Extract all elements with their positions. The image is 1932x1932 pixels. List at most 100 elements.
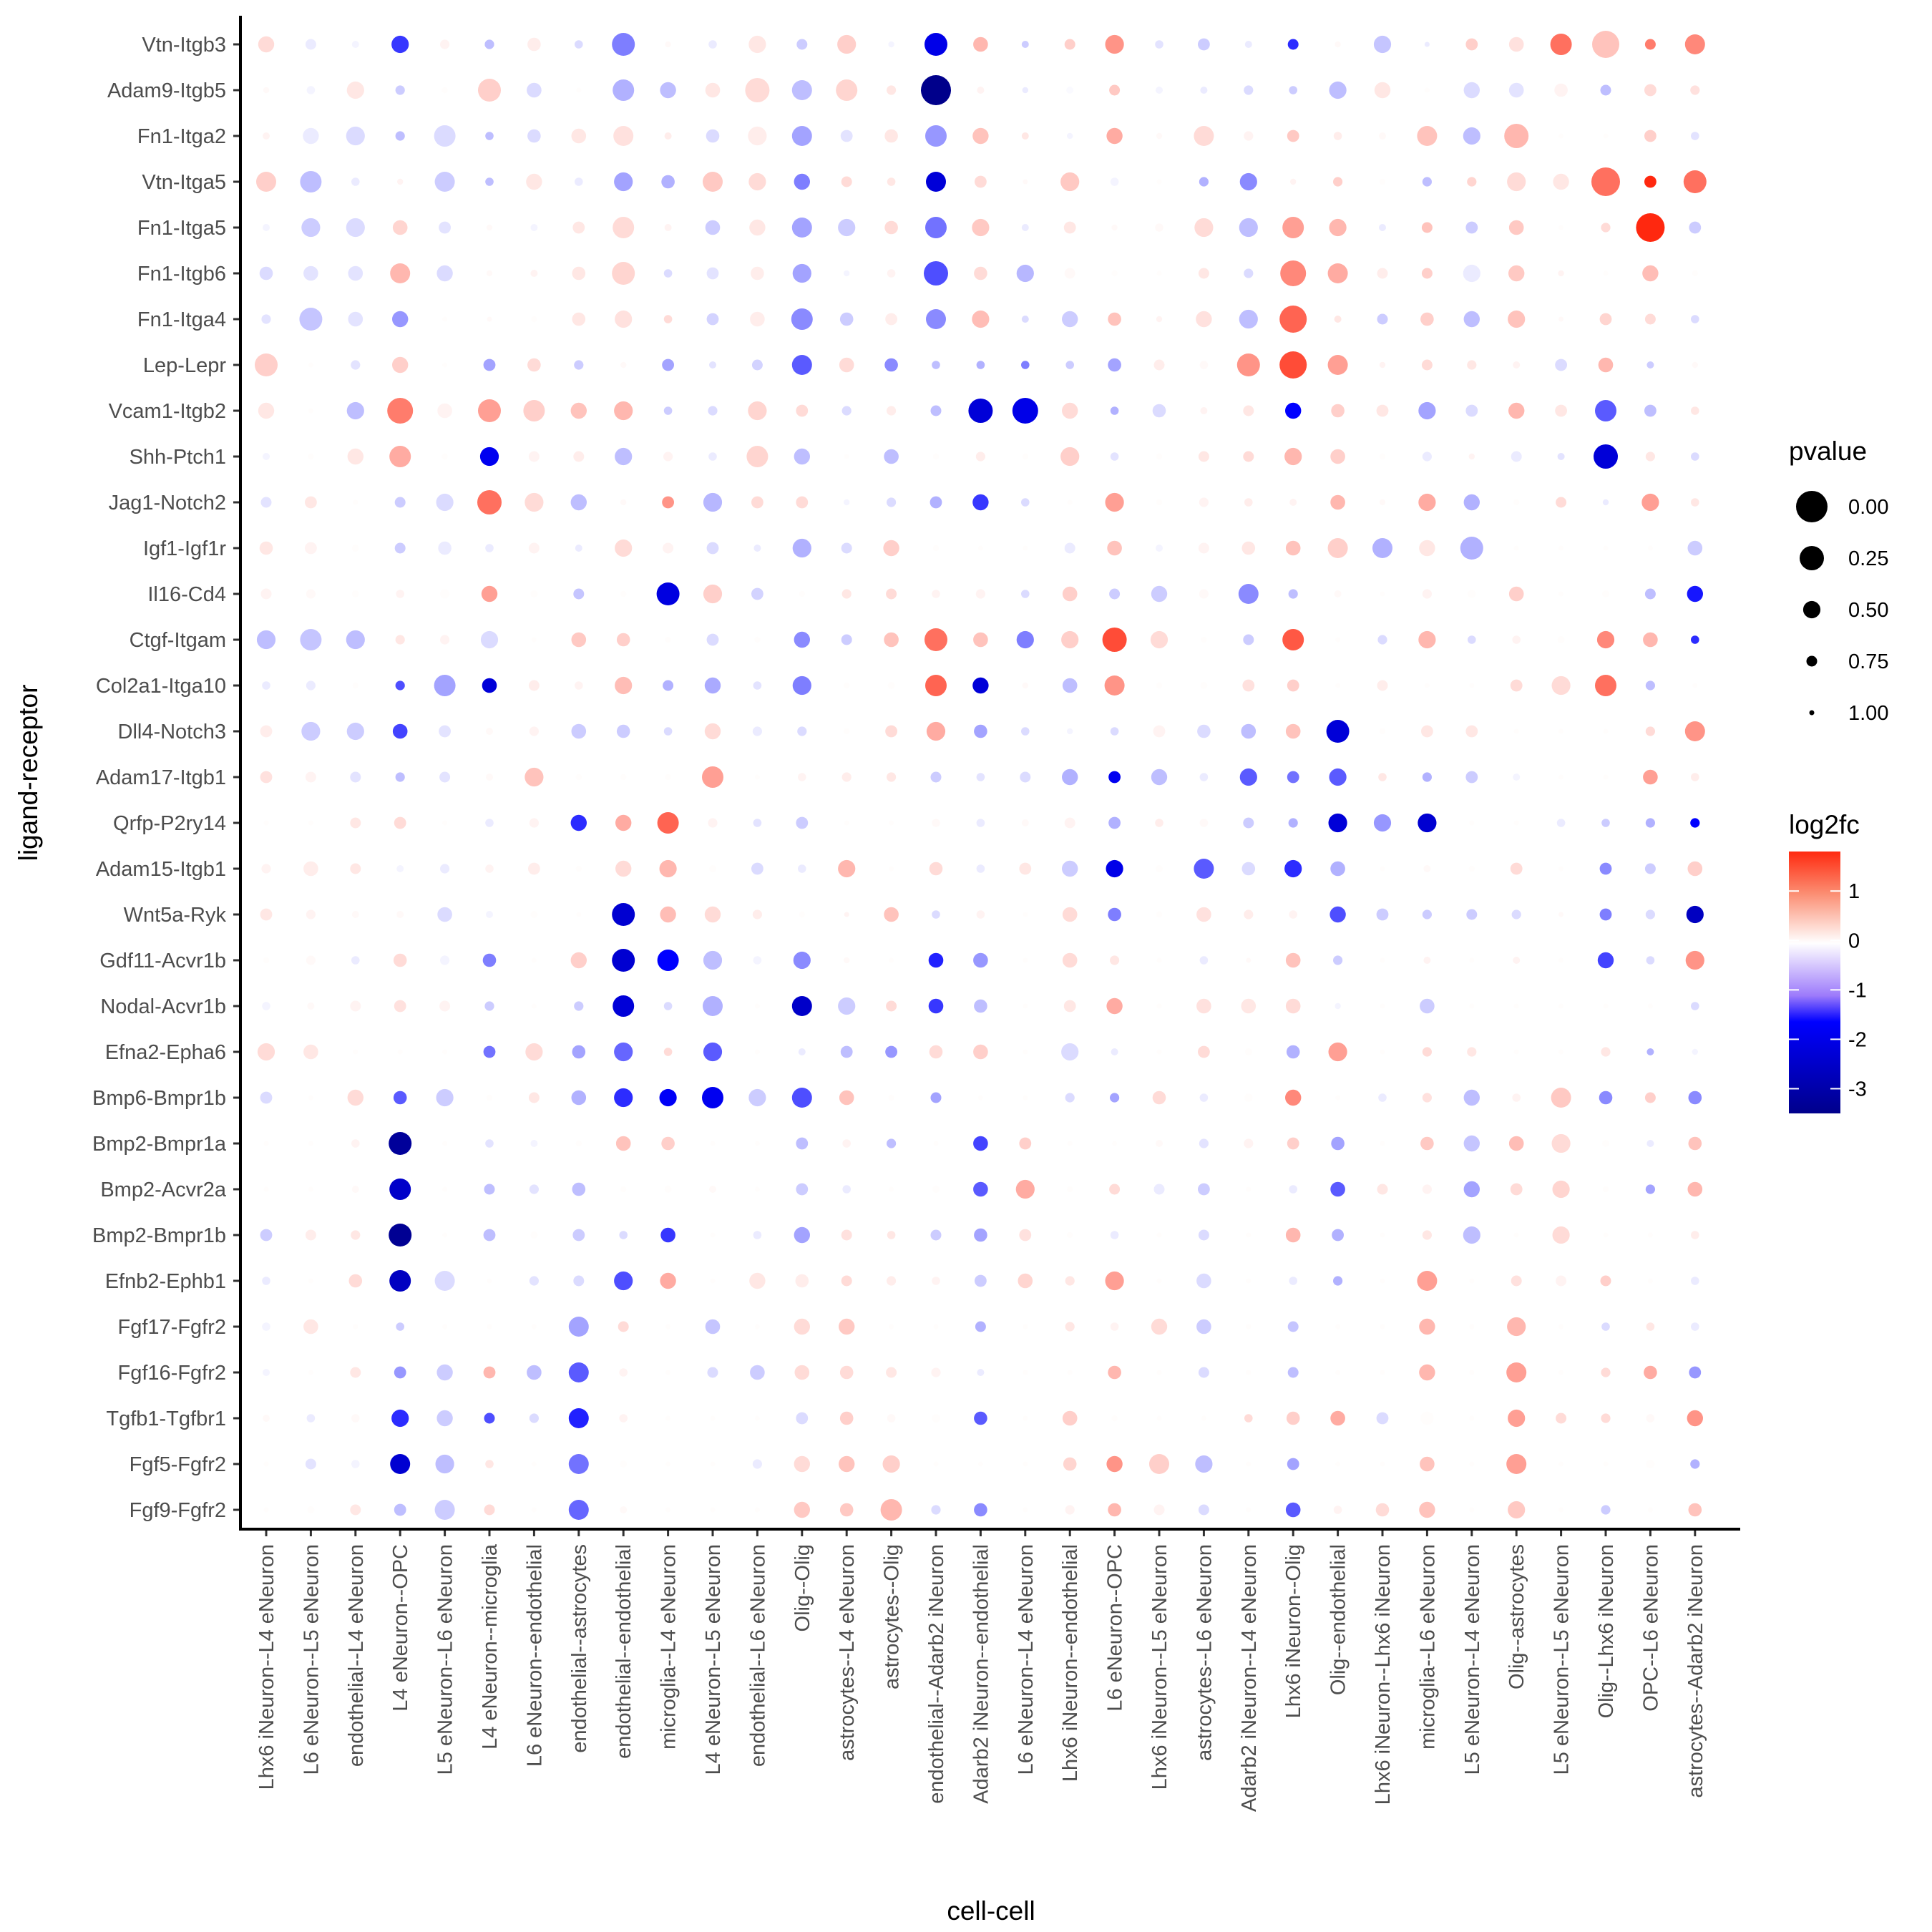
dot-Il16-Cd4--L5 eNeuron--L4 eNeuron bbox=[1468, 590, 1476, 598]
dot-Ctgf-Itgam--L6 eNeuron--endothelial bbox=[531, 637, 537, 643]
dot-Fn1-Itga2--Olig--astrocytes bbox=[1504, 124, 1529, 148]
dot-Efnb2-Ephb1--OPC--L6 eNeuron bbox=[1647, 1278, 1653, 1284]
dot-Efna2-Epha6--astrocytes--L6 eNeuron bbox=[1198, 1045, 1210, 1058]
dot-Efnb2-Ephb1--L6 eNeuron--L4 eNeuron bbox=[1018, 1273, 1033, 1289]
dot-Jag1-Notch2--astrocytes--Olig bbox=[887, 497, 897, 507]
dot-Fn1-Itga2--Lhx6 iNeuron--Lhx6 iNeuron bbox=[1379, 132, 1386, 140]
dot-Il16-Cd4--L6 eNeuron--endothelial bbox=[530, 590, 538, 597]
dot-Fgf17-Fgfr2--endothelial--endothelial bbox=[618, 1321, 629, 1332]
dot-Fgf16-Fgfr2--endothelial--L4 eNeuron bbox=[350, 1367, 361, 1378]
dot-Adam17-Itgb1--endothelial--astrocytes bbox=[575, 774, 582, 781]
dot-Vtn-Itga5--L6 eNeuron--L4 eNeuron bbox=[1023, 179, 1028, 185]
dot-Fgf9-Fgfr2--L5 eNeuron--L5 eNeuron bbox=[1558, 1507, 1564, 1513]
x-tick-label: Adarb2 iNeuron--endothelial bbox=[970, 1544, 992, 1804]
dot-Lep-Lepr--endothelial--L4 eNeuron bbox=[351, 360, 361, 370]
dot-Vtn-Itgb3--endothelial--L4 eNeuron bbox=[351, 41, 359, 48]
dot-Fn1-Itga2--L4 eNeuron--OPC bbox=[395, 131, 405, 141]
dot-Fn1-Itga4--L4 eNeuron--L5 eNeuron bbox=[706, 313, 719, 326]
colorbar-label: -3 bbox=[1848, 1078, 1867, 1101]
dot-Lep-Lepr--Lhx6 iNeuron--Olig bbox=[1279, 351, 1307, 379]
dot-Shh-Ptch1--L6 eNeuron--L4 eNeuron bbox=[1022, 453, 1029, 460]
dot-Fn1-Itga5--microglia--L6 eNeuron bbox=[1421, 222, 1433, 233]
dot-Vcam1-Itgb2--L5 eNeuron--L5 eNeuron bbox=[1555, 404, 1568, 417]
dot-Bmp2-Bmpr1a--endothelial--astrocytes bbox=[575, 1140, 582, 1147]
dot-Bmp6-Bmpr1b--astrocytes--L6 eNeuron bbox=[1199, 1093, 1209, 1102]
y-axis-ticks: Vtn-Itgb3 Adam9-Itgb5 Fn1-Itga2 Vtn-Itga5 Fn… bbox=[92, 34, 240, 1522]
dot-Ctgf-Itgam--L5 eNeuron--L4 eNeuron bbox=[1468, 635, 1476, 644]
dot-Vcam1-Itgb2--endothelial--endothelial bbox=[614, 401, 633, 421]
dot-Jag1-Notch2--endothelial--Adarb2 iNeuron bbox=[930, 496, 942, 509]
dot-Wnt5a-Ryk--L5 eNeuron--L5 eNeuron bbox=[1558, 912, 1564, 917]
x-tick-label: endothelial--astrocytes bbox=[568, 1544, 591, 1753]
dot-Adam15-Itgb1--Adarb2 iNeuron--endothelial bbox=[976, 864, 985, 873]
dot-Bmp2-Bmpr1a--Lhx6 iNeuron--endothelial bbox=[1067, 1141, 1073, 1146]
pvalue-legend-dot bbox=[1802, 600, 1821, 619]
dot-Fgf5-Fgfr2--L5 eNeuron--L5 eNeuron bbox=[1558, 1461, 1564, 1467]
dot-Fn1-Itga2--microglia--L4 eNeuron bbox=[664, 132, 672, 140]
dot-Bmp2-Acvr2a--Lhx6 iNeuron--L4 eNeuron bbox=[263, 1186, 269, 1192]
dot-Fgf16-Fgfr2--Olig--endothelial bbox=[1335, 1370, 1341, 1375]
dot-Vtn-Itgb3--Lhx6 iNeuron--endothelial bbox=[1064, 39, 1075, 50]
dot-Il16-Cd4--endothelial--Adarb2 iNeuron bbox=[932, 590, 940, 598]
dot-Efnb2-Ephb1--endothelial--L6 eNeuron bbox=[749, 1272, 766, 1289]
dot-Vtn-Itgb3--Olig--endothelial bbox=[1335, 41, 1341, 48]
dot-Bmp2-Bmpr1b--L6 eNeuron--L5 eNeuron bbox=[305, 1229, 316, 1241]
dot-Fgf17-Fgfr2--Olig--Olig bbox=[794, 1318, 811, 1335]
dot-Fgf9-Fgfr2--Adarb2 iNeuron--endothelial bbox=[974, 1503, 987, 1517]
dot-Vcam1-Itgb2--OPC--L6 eNeuron bbox=[1644, 404, 1657, 417]
dot-Igf1-Igf1r--endothelial--L6 eNeuron bbox=[753, 545, 761, 552]
dot-Il16-Cd4--OPC--L6 eNeuron bbox=[1644, 588, 1656, 600]
dot-Jag1-Notch2--Lhx6 iNeuron--L5 eNeuron bbox=[1156, 499, 1163, 506]
dot-Vtn-Itgb3--Lhx6 iNeuron--L4 eNeuron bbox=[258, 36, 275, 53]
y-tick-label: Bmp6-Bmpr1b bbox=[92, 1087, 226, 1110]
dot-Shh-Ptch1--OPC--L6 eNeuron bbox=[1645, 452, 1655, 462]
dot-Wnt5a-Ryk--astrocytes--Adarb2 iNeuron bbox=[1686, 905, 1704, 924]
dot-Igf1-Igf1r--Lhx6 iNeuron--Olig bbox=[1285, 540, 1301, 556]
dot-Fgf16-Fgfr2--L5 eNeuron--L5 eNeuron bbox=[1558, 1370, 1564, 1375]
dot-Col2a1-Itga10--Lhx6 iNeuron--L4 eNeuron bbox=[262, 681, 270, 690]
dot-Fn1-Itgb6--endothelial--L4 eNeuron bbox=[348, 265, 364, 281]
dot-Nodal-Acvr1b--L6 eNeuron--OPC bbox=[1106, 997, 1123, 1015]
dot-Tgfb1-Tgfbr1--L6 eNeuron--OPC bbox=[1111, 1415, 1118, 1422]
dot-Gdf11-Acvr1b--Olig--Lhx6 iNeuron bbox=[1597, 952, 1614, 969]
dot-Fn1-Itga5--L5 eNeuron--L5 eNeuron bbox=[1558, 225, 1564, 230]
x-tick-label: L6 eNeuron--L4 eNeuron bbox=[1015, 1544, 1038, 1775]
dot-Ctgf-Itgam--L4 eNeuron--L5 eNeuron bbox=[706, 633, 719, 646]
dot-Ctgf-Itgam--Olig--Olig bbox=[794, 631, 811, 648]
dot-Bmp2-Bmpr1b--L4 eNeuron--L5 eNeuron bbox=[710, 1232, 716, 1238]
dot-Fn1-Itgb6--Adarb2 iNeuron--L4 eNeuron bbox=[1244, 268, 1254, 278]
dot-Shh-Ptch1--endothelial--astrocytes bbox=[573, 451, 585, 462]
dot-Fgf9-Fgfr2--OPC--L6 eNeuron bbox=[1647, 1507, 1653, 1513]
dot-Ctgf-Itgam--OPC--L6 eNeuron bbox=[1643, 632, 1658, 648]
dot-Fn1-Itgb6--L4 eNeuron--L5 eNeuron bbox=[706, 267, 719, 280]
dot-Fgf16-Fgfr2--Lhx6 iNeuron--L4 eNeuron bbox=[263, 1369, 270, 1376]
dot-Bmp6-Bmpr1b--L5 eNeuron--L5 eNeuron bbox=[1551, 1088, 1571, 1108]
dot-Bmp6-Bmpr1b--L6 eNeuron--OPC bbox=[1110, 1093, 1120, 1103]
dot-Bmp2-Bmpr1b--endothelial--Adarb2 iNeuron bbox=[930, 1229, 942, 1241]
dot-Dll4-Notch3--L5 eNeuron--L5 eNeuron bbox=[1558, 728, 1564, 734]
x-tick-label: Olig--Olig bbox=[791, 1544, 814, 1631]
dot-Fgf16-Fgfr2--astrocytes--L4 eNeuron bbox=[839, 1365, 854, 1380]
y-tick-label: Vtn-Itga5 bbox=[142, 171, 226, 194]
dot-Adam17-Itgb1--endothelial--Adarb2 iNeuron bbox=[930, 771, 942, 783]
dot-Tgfb1-Tgfbr1--microglia--L4 eNeuron bbox=[665, 1415, 671, 1421]
dot-Igf1-Igf1r--Lhx6 iNeuron--endothelial bbox=[1064, 542, 1075, 554]
dot-Tgfb1-Tgfbr1--astrocytes--L6 eNeuron bbox=[1201, 1415, 1206, 1421]
dot-Fn1-Itgb6--astrocytes--L4 eNeuron bbox=[844, 270, 850, 277]
dot-Efna2-Epha6--Lhx6 iNeuron--L5 eNeuron bbox=[1156, 1049, 1162, 1055]
dot-Fn1-Itga2--Adarb2 iNeuron--endothelial bbox=[972, 127, 989, 145]
dot-Vtn-Itga5--endothelial--endothelial bbox=[614, 172, 633, 192]
dot-Jag1-Notch2--microglia--L4 eNeuron bbox=[662, 496, 674, 509]
dot-Col2a1-Itga10--endothelial--L4 eNeuron bbox=[352, 682, 358, 689]
dot-Bmp6-Bmpr1b--Lhx6 iNeuron--Olig bbox=[1285, 1089, 1302, 1106]
dot-Gdf11-Acvr1b--Lhx6 iNeuron--L5 eNeuron bbox=[1156, 957, 1162, 963]
dot-Fn1-Itga5--astrocytes--L4 eNeuron bbox=[838, 218, 856, 237]
dot-Wnt5a-Ryk--Lhx6 iNeuron--Lhx6 iNeuron bbox=[1376, 908, 1389, 921]
dot-Dll4-Notch3--L6 eNeuron--L4 eNeuron bbox=[1021, 727, 1030, 736]
pvalue-legend-label: 1.00 bbox=[1848, 702, 1888, 725]
dot-Fgf17-Fgfr2--L4 eNeuron--OPC bbox=[396, 1322, 404, 1331]
dot-Ctgf-Itgam--astrocytes--L6 eNeuron bbox=[1201, 636, 1207, 643]
y-tick-label: Bmp2-Bmpr1b bbox=[92, 1224, 226, 1247]
dot-Ctgf-Itgam--Adarb2 iNeuron--L4 eNeuron bbox=[1243, 634, 1254, 645]
dot-Lep-Lepr--L5 eNeuron--L5 eNeuron bbox=[1555, 358, 1568, 371]
